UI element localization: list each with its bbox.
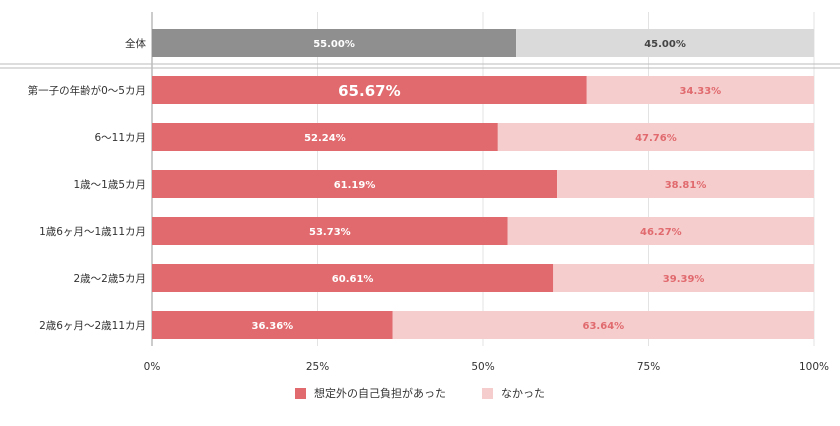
legend-item-series-b: なかった: [482, 385, 545, 401]
bar-total-series-b: [516, 29, 814, 57]
bar-series-b: [557, 170, 814, 198]
data-label-series-a: 65.67%: [338, 82, 400, 100]
category-label: 2歳6ヶ月〜2歳11カ月: [39, 320, 146, 332]
bar-series-b: [553, 264, 814, 292]
data-label-series-b: 47.76%: [635, 133, 677, 144]
data-label-series-b: 46.27%: [640, 227, 682, 238]
bar-series-b: [507, 217, 814, 245]
x-tick-label: 75%: [637, 361, 660, 373]
bar-total-series-a: [152, 29, 517, 57]
category-label: 第一子の年齢が0〜5カ月: [28, 84, 146, 97]
bar-series-b: [586, 76, 814, 104]
legend-swatch-series-a: [295, 387, 306, 399]
bar-series-a: [152, 76, 587, 104]
bar-series-a: [152, 170, 558, 198]
legend: 想定外の自己負担があった なかった: [0, 385, 840, 401]
labels: 0% 25% 50% 75% 100% 全体 55.00% 45.00% 第一子の年齢が0〜5カ…: [28, 37, 829, 373]
category-label: 1歳〜1歳5カ月: [73, 179, 146, 191]
data-label-series-a: 61.19%: [334, 180, 376, 191]
stacked-bar-chart: 0% 25% 50% 75% 100% 全体 55.00% 45.00% 第一子の年齢が0〜5カ…: [0, 12, 840, 373]
bar-series-a: [152, 311, 393, 339]
legend-swatch-series-b: [482, 387, 493, 399]
data-label-series-a: 60.61%: [332, 274, 374, 285]
data-label-series-a: 53.73%: [309, 227, 351, 238]
category-label: 2歳〜2歳5カ月: [73, 273, 146, 285]
bar-series-b: [392, 311, 814, 339]
x-tick-label: 100%: [799, 361, 829, 373]
data-label-series-a: 36.36%: [252, 321, 294, 332]
x-tick-label: 50%: [471, 361, 494, 373]
data-label-series-b: 38.81%: [665, 180, 707, 191]
data-label-series-b: 45.00%: [644, 39, 686, 50]
data-label-series-a: 52.24%: [304, 133, 346, 144]
bars: [152, 29, 814, 339]
x-tick-label: 0%: [144, 361, 161, 373]
legend-label-series-b: なかった: [501, 387, 545, 400]
bar-series-a: [152, 217, 508, 245]
data-label-series-a: 55.00%: [313, 39, 355, 50]
x-tick-label: 25%: [306, 361, 329, 373]
data-label-series-b: 34.33%: [680, 86, 722, 97]
data-label-series-b: 63.64%: [583, 321, 625, 332]
category-label: 全体: [125, 37, 146, 50]
data-label-series-b: 39.39%: [663, 274, 705, 285]
legend-item-series-a: 想定外の自己負担があった: [295, 385, 446, 401]
bar-series-a: [152, 264, 554, 292]
category-label: 1歳6ヶ月〜1歳11カ月: [39, 226, 146, 238]
category-label: 6〜11カ月: [94, 132, 146, 144]
bar-series-a: [152, 123, 498, 151]
bar-series-b: [497, 123, 814, 151]
legend-label-series-a: 想定外の自己負担があった: [314, 387, 446, 400]
